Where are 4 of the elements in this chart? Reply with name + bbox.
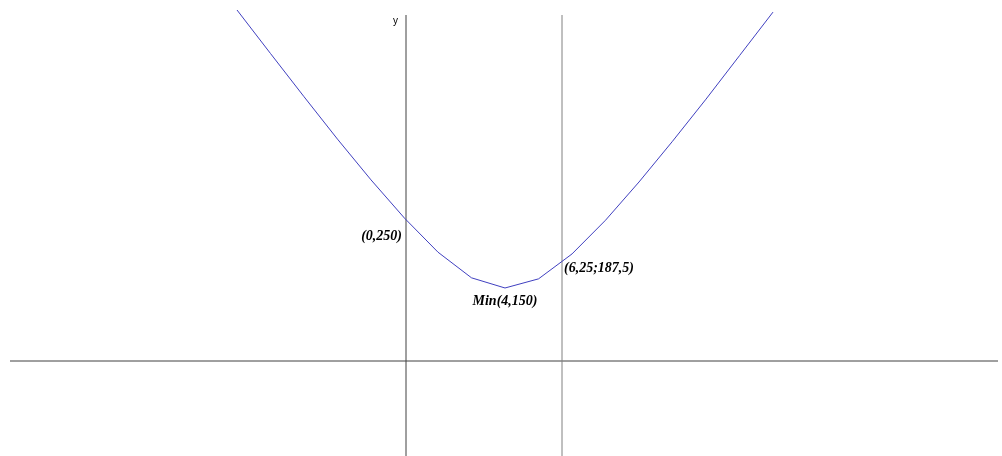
annotation: (6,25;187,5) <box>564 260 634 276</box>
annotation: Min(4,150) <box>471 293 538 309</box>
annotation: (0,250) <box>361 228 402 244</box>
y-axis-title: y <box>393 15 398 26</box>
